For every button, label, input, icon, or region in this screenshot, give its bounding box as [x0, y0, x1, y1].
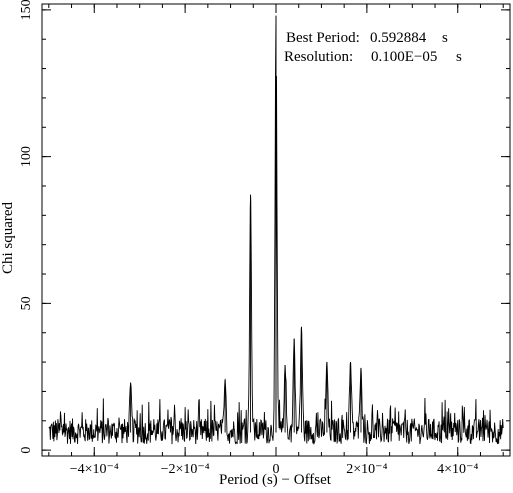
tick-labels: −4×10⁻⁴ −2×10⁻⁴ 0 2×10⁻⁴ 4×10⁻⁴ 0 50 100 150 — [19, 0, 478, 477]
x-axis-label: Period (s) − Offset — [219, 472, 332, 488]
resolution-unit: s — [456, 49, 462, 65]
resolution-label: Resolution: — [284, 49, 353, 65]
resolution-value: 0.100E−05 — [371, 49, 437, 65]
y-tick-label: 100 — [19, 146, 34, 167]
best-period-label: Best Period: — [286, 30, 360, 46]
best-period-value: 0.592884 — [370, 30, 427, 46]
peak-marks — [130, 15, 362, 433]
y-axis-label: Chi squared — [0, 201, 16, 274]
x-tick-label: −2×10⁻⁴ — [161, 462, 210, 477]
y-tick-label: 0 — [19, 447, 34, 454]
annotation-resolution: Resolution: 0.100E−05 s — [284, 49, 462, 65]
y-tick-label: 50 — [19, 296, 34, 310]
x-tick-label: 0 — [273, 462, 280, 477]
x-tick-label: 2×10⁻⁴ — [346, 462, 387, 477]
x-tick-label: −4×10⁻⁴ — [70, 462, 119, 477]
best-period-unit: s — [442, 30, 448, 46]
y-tick-label: 150 — [19, 0, 34, 20]
annotation-best-period: Best Period: 0.592884 s — [286, 30, 448, 46]
axis-ticks — [42, 4, 510, 456]
x-tick-label: 4×10⁻⁴ — [437, 462, 478, 477]
